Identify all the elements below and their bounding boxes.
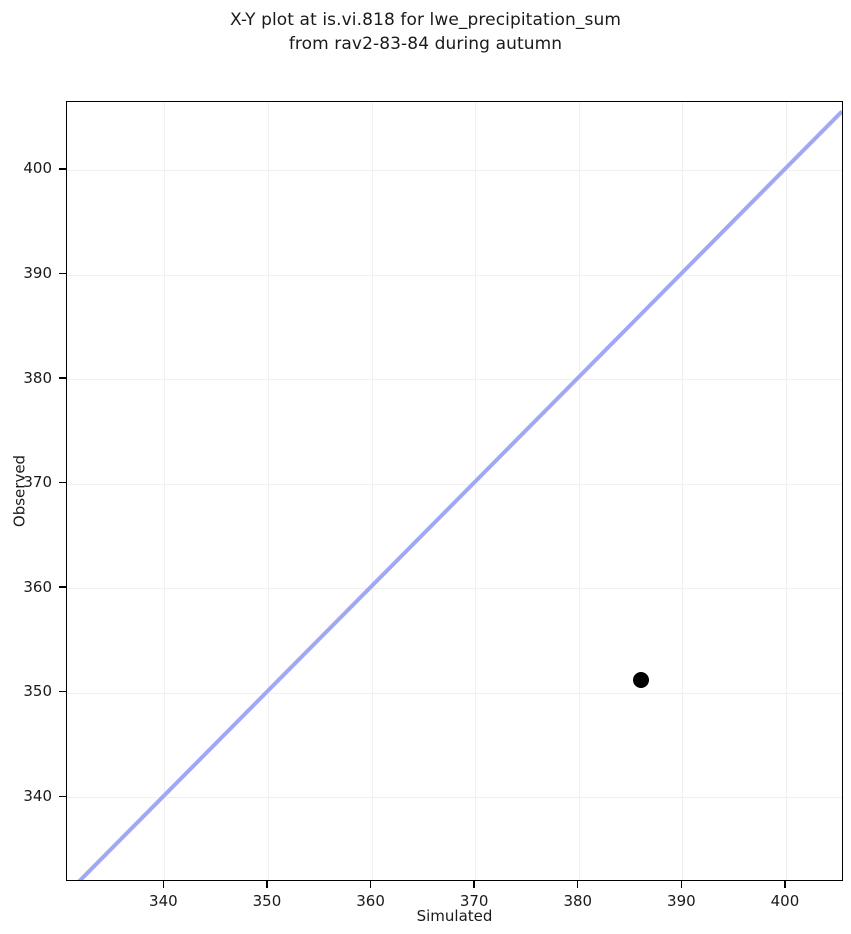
y-tick-mark [59, 691, 66, 693]
y-tick-label: 340 [23, 786, 52, 805]
x-tick-label: 350 [252, 892, 282, 910]
y-tick-mark [59, 586, 66, 588]
x-tick-label: 400 [770, 892, 800, 910]
y-axis-label: Observed [10, 454, 29, 528]
x-tick-label: 390 [667, 892, 696, 910]
x-tick-label: 360 [356, 892, 385, 910]
y-tick-label: 390 [23, 264, 52, 283]
x-tick-mark [784, 881, 786, 888]
data-point [632, 672, 649, 689]
y-tick-mark [59, 272, 66, 275]
plot-area [66, 101, 843, 881]
x-tick-mark [266, 881, 268, 888]
x-tick-mark [473, 881, 475, 888]
x-tick-mark [162, 881, 165, 888]
y-tick-label: 370 [23, 473, 52, 492]
y-tick-mark [59, 168, 66, 170]
y-tick-mark [59, 377, 66, 379]
x-axis-label: Simulated [416, 907, 493, 925]
y-tick-label: 380 [23, 368, 52, 387]
chart-title: X-Y plot at is.vi.818 for lwe_precipitat… [229, 10, 622, 54]
x-tick-mark [577, 881, 579, 888]
y-tick-label: 360 [23, 577, 52, 596]
x-tick-label: 380 [563, 892, 593, 910]
data-point-layer [67, 102, 842, 880]
y-tick-label: 400 [23, 159, 52, 178]
x-tick-label: 340 [149, 892, 178, 910]
y-tick-mark [59, 481, 66, 484]
x-tick-mark [680, 881, 683, 888]
y-tick-mark [59, 795, 66, 797]
x-tick-label: 370 [459, 892, 489, 910]
y-tick-label: 350 [23, 682, 52, 701]
x-tick-mark [369, 881, 372, 888]
